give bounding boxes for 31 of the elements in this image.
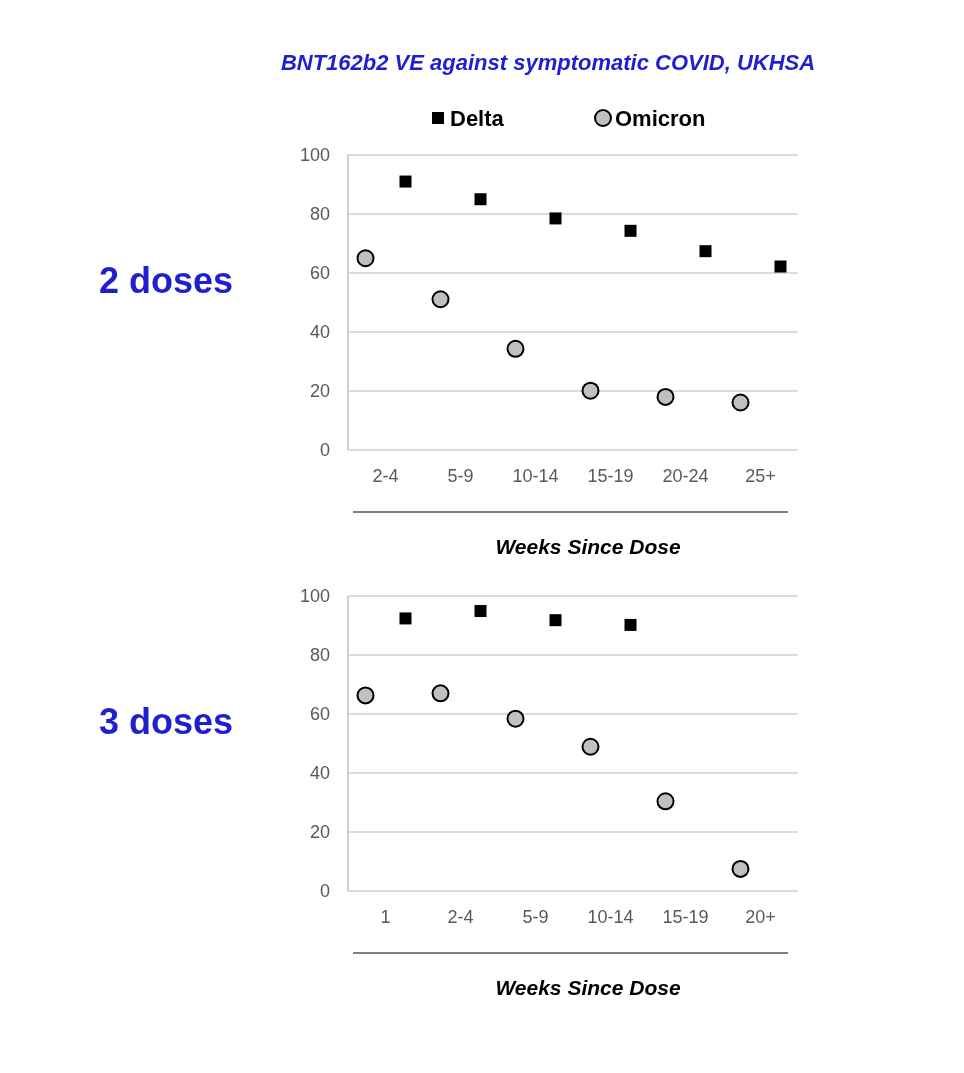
legend-label: Delta — [450, 106, 505, 131]
y-tick-label: 40 — [309, 763, 330, 783]
x-tick-label: 2-4 — [447, 907, 474, 927]
y-tick-label: 60 — [309, 263, 330, 283]
y-axis-title: 2 doses — [98, 259, 234, 301]
x-axis-title: Weeks Since Dose — [495, 535, 681, 558]
chart-title: BNT162b2 VE against symptomatic COVID, UKHSA — [280, 50, 816, 75]
x-tick-label: 2-4 — [372, 466, 399, 486]
y-tick-label: 100 — [299, 586, 330, 606]
y-tick-label: 60 — [309, 704, 330, 724]
legend-label: Omicron — [615, 106, 706, 131]
x-tick-label: 20-24 — [662, 466, 709, 486]
y-tick-label: 0 — [319, 440, 330, 460]
y-tick-label: 20 — [309, 381, 330, 401]
x-tick-label: 15-19 — [662, 907, 709, 927]
x-tick-label: 5-9 — [447, 466, 474, 486]
x-tick-label: 1 — [380, 907, 391, 927]
x-tick-label: 25+ — [745, 466, 776, 486]
x-tick-label: 10-14 — [587, 907, 634, 927]
x-tick-label: 15-19 — [587, 466, 634, 486]
y-tick-label: 20 — [309, 822, 330, 842]
y-axis-title: 3 doses — [98, 700, 234, 742]
x-tick-label: 20+ — [745, 907, 776, 927]
y-tick-label: 40 — [309, 322, 330, 342]
y-tick-label: 100 — [299, 145, 330, 165]
x-axis-title: Weeks Since Dose — [495, 976, 681, 999]
x-tick-label: 10-14 — [512, 466, 559, 486]
y-tick-label: 80 — [309, 204, 330, 224]
x-tick-label: 5-9 — [522, 907, 549, 927]
y-tick-label: 80 — [309, 645, 330, 665]
y-tick-label: 0 — [319, 881, 330, 901]
